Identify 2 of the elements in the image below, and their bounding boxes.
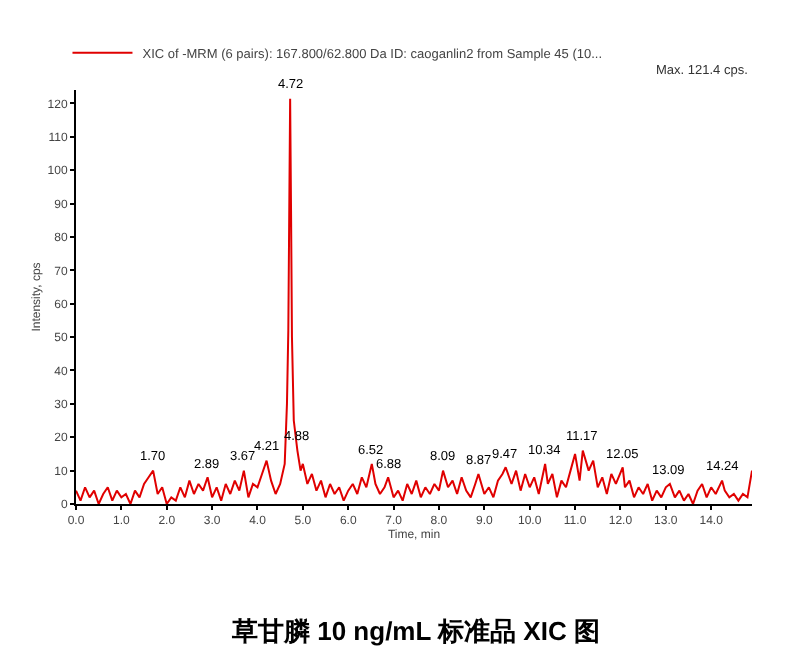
line-series (76, 97, 752, 504)
text: 草甘膦 10 ng/mL 标准品 XIC 图 (230, 616, 600, 646)
